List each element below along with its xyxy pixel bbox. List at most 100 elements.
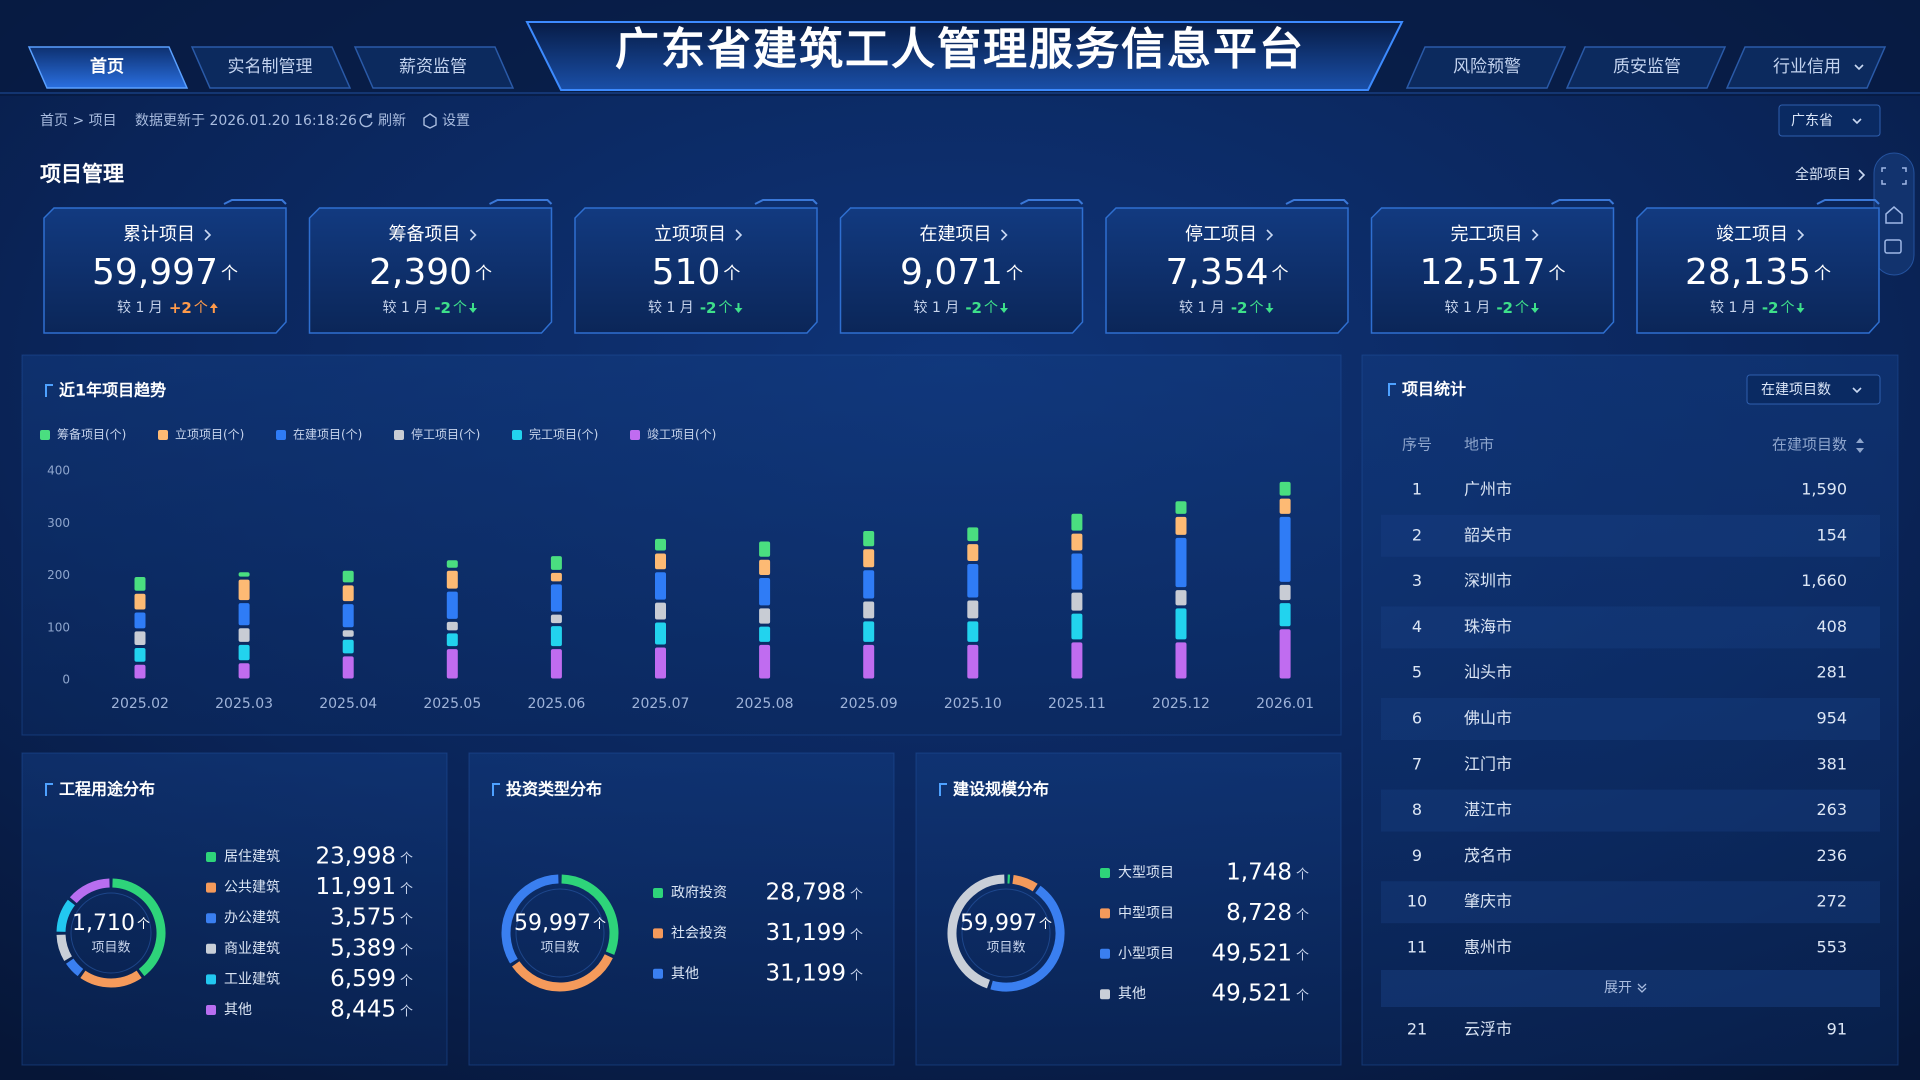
kpi-card[interactable] — [308, 207, 553, 334]
bar-segment[interactable] — [550, 614, 562, 624]
bar-segment[interactable] — [238, 644, 250, 661]
bar-segment[interactable] — [863, 531, 875, 547]
bar-segment[interactable] — [1279, 481, 1291, 496]
table-header[interactable]: 在建项目数 — [1772, 436, 1847, 454]
nav-tab-label[interactable]: 质安监管 — [1613, 57, 1681, 77]
bar-segment[interactable] — [967, 621, 979, 642]
bar-segment[interactable] — [134, 593, 146, 610]
bar-segment[interactable] — [342, 585, 354, 602]
bar-segment[interactable] — [238, 603, 250, 626]
bar-segment[interactable] — [1071, 553, 1083, 590]
expand-button[interactable]: 展开 — [1604, 980, 1632, 996]
bar-segment[interactable] — [238, 628, 250, 642]
donut-segment[interactable] — [112, 878, 166, 977]
nav-tab[interactable] — [353, 46, 515, 89]
legend-label[interactable]: 筹备项目(个) — [57, 428, 126, 442]
bar-segment[interactable] — [759, 541, 771, 557]
bar-segment[interactable] — [759, 559, 771, 576]
bar-segment[interactable] — [967, 600, 979, 619]
bar-segment[interactable] — [967, 544, 979, 561]
bar-segment[interactable] — [550, 626, 562, 647]
home-icon[interactable] — [1885, 206, 1903, 224]
kpi-card[interactable] — [574, 207, 818, 334]
bar-segment[interactable] — [863, 549, 875, 568]
nav-tab-label[interactable]: 风险预警 — [1453, 57, 1521, 77]
bar-segment[interactable] — [550, 649, 562, 679]
region-select[interactable] — [1778, 104, 1881, 137]
donut-segment[interactable] — [69, 878, 110, 904]
donut-segment[interactable] — [501, 874, 559, 964]
all-projects-link[interactable]: 全部项目 — [1795, 166, 1851, 183]
bar-segment[interactable] — [1071, 642, 1083, 679]
bar-segment[interactable] — [134, 612, 146, 629]
donut-segment[interactable] — [56, 934, 73, 961]
bar-segment[interactable] — [655, 553, 666, 570]
bar-segment[interactable] — [759, 644, 771, 679]
bar-segment[interactable] — [446, 591, 458, 619]
legend-label[interactable]: 停工项目(个) — [411, 427, 480, 442]
bar-segment[interactable] — [655, 602, 666, 620]
bar-segment[interactable] — [238, 579, 250, 601]
bar-segment[interactable] — [134, 631, 146, 646]
nav-tab-label[interactable]: 行业信用 — [1773, 57, 1841, 77]
bar-segment[interactable] — [1071, 533, 1083, 551]
bar-segment[interactable] — [342, 570, 354, 583]
bar-segment[interactable] — [863, 601, 875, 619]
bar-segment[interactable] — [1175, 501, 1187, 514]
bar-segment[interactable] — [1279, 498, 1291, 514]
donut-segment[interactable] — [561, 874, 619, 955]
bar-segment[interactable] — [446, 649, 458, 679]
legend-label[interactable]: 立项项目(个) — [175, 427, 244, 442]
bar-segment[interactable] — [967, 527, 979, 542]
kpi-card[interactable] — [1370, 207, 1615, 334]
bar-segment[interactable] — [863, 644, 875, 679]
nav-tab[interactable] — [1405, 46, 1567, 89]
nav-tab[interactable] — [190, 46, 352, 89]
nav-tab-label[interactable]: 首页 — [90, 56, 124, 77]
bar-segment[interactable] — [342, 630, 354, 637]
bar-segment[interactable] — [238, 663, 250, 679]
metric-select-value[interactable]: 在建项目数 — [1761, 382, 1831, 398]
region-value[interactable]: 广东省 — [1791, 113, 1833, 129]
donut-segment[interactable] — [990, 885, 1065, 992]
bar-segment[interactable] — [550, 572, 562, 582]
screen-icon[interactable] — [1884, 239, 1902, 254]
bar-segment[interactable] — [1279, 516, 1291, 582]
bar-segment[interactable] — [1071, 592, 1083, 611]
metric-select[interactable] — [1746, 374, 1881, 405]
kpi-card[interactable] — [1636, 207, 1880, 334]
bar-segment[interactable] — [446, 560, 458, 568]
legend-label[interactable]: 竣工项目(个) — [647, 427, 716, 442]
kpi-card[interactable] — [43, 207, 287, 334]
bar-segment[interactable] — [1175, 537, 1187, 588]
legend-label[interactable]: 在建项目(个) — [293, 428, 362, 442]
settings-button[interactable]: 设置 — [442, 113, 470, 129]
bar-segment[interactable] — [655, 647, 666, 679]
bar-segment[interactable] — [967, 644, 979, 679]
legend-label[interactable]: 完工项目(个) — [529, 427, 598, 442]
bar-segment[interactable] — [134, 577, 146, 591]
bar-segment[interactable] — [759, 608, 771, 624]
bar-segment[interactable] — [1279, 629, 1291, 679]
settings-icon[interactable] — [423, 113, 437, 129]
sort-icon[interactable] — [1856, 438, 1864, 453]
bar-segment[interactable] — [655, 538, 666, 551]
donut-segment[interactable] — [1012, 874, 1038, 892]
refresh-button[interactable]: 刷新 — [378, 113, 406, 129]
bar-segment[interactable] — [1175, 590, 1187, 606]
bar-segment[interactable] — [759, 578, 771, 606]
bar-segment[interactable] — [238, 572, 250, 577]
bar-segment[interactable] — [550, 584, 562, 612]
nav-tab[interactable] — [27, 46, 189, 89]
nav-tab[interactable] — [1725, 46, 1887, 89]
refresh-icon[interactable] — [359, 113, 373, 128]
bar-segment[interactable] — [342, 604, 354, 628]
bar-segment[interactable] — [134, 664, 146, 679]
donut-segment[interactable] — [65, 958, 84, 977]
donut-segment[interactable] — [947, 874, 1005, 989]
bar-segment[interactable] — [1175, 642, 1187, 679]
bar-segment[interactable] — [1279, 603, 1291, 627]
nav-tab[interactable] — [1565, 46, 1727, 89]
bar-segment[interactable] — [446, 570, 458, 589]
bar-segment[interactable] — [655, 622, 666, 645]
